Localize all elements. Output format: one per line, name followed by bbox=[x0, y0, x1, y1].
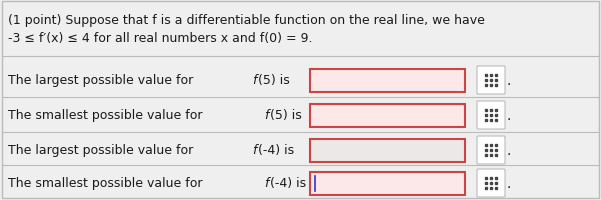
Text: -3 ≤ f′(x) ≤ 4 for all real numbers x and f(0) = 9.: -3 ≤ f′(x) ≤ 4 for all real numbers x an… bbox=[8, 32, 313, 45]
Text: .: . bbox=[507, 176, 511, 190]
Text: The largest possible value for: The largest possible value for bbox=[8, 74, 197, 87]
Text: The smallest possible value for: The smallest possible value for bbox=[8, 177, 207, 190]
FancyBboxPatch shape bbox=[477, 101, 505, 129]
Text: f: f bbox=[264, 109, 269, 122]
Text: .: . bbox=[507, 74, 511, 88]
Text: (5) is: (5) is bbox=[270, 109, 302, 122]
Text: .: . bbox=[507, 108, 511, 122]
Text: The smallest possible value for: The smallest possible value for bbox=[8, 109, 207, 122]
FancyBboxPatch shape bbox=[310, 69, 465, 92]
Text: (5) is: (5) is bbox=[258, 74, 290, 87]
Text: .: . bbox=[507, 143, 511, 157]
FancyBboxPatch shape bbox=[310, 139, 465, 162]
Text: (-4) is: (-4) is bbox=[270, 177, 306, 190]
Text: f: f bbox=[264, 177, 269, 190]
FancyBboxPatch shape bbox=[477, 67, 505, 95]
FancyBboxPatch shape bbox=[477, 136, 505, 164]
FancyBboxPatch shape bbox=[310, 104, 465, 127]
Text: f: f bbox=[252, 144, 257, 157]
Text: f: f bbox=[252, 74, 257, 87]
FancyBboxPatch shape bbox=[477, 169, 505, 197]
Text: (1 point) Suppose that f is a differentiable function on the real line, we have: (1 point) Suppose that f is a differenti… bbox=[8, 14, 485, 27]
FancyBboxPatch shape bbox=[310, 172, 465, 195]
Text: (-4) is: (-4) is bbox=[258, 144, 294, 157]
Text: The largest possible value for: The largest possible value for bbox=[8, 144, 197, 157]
